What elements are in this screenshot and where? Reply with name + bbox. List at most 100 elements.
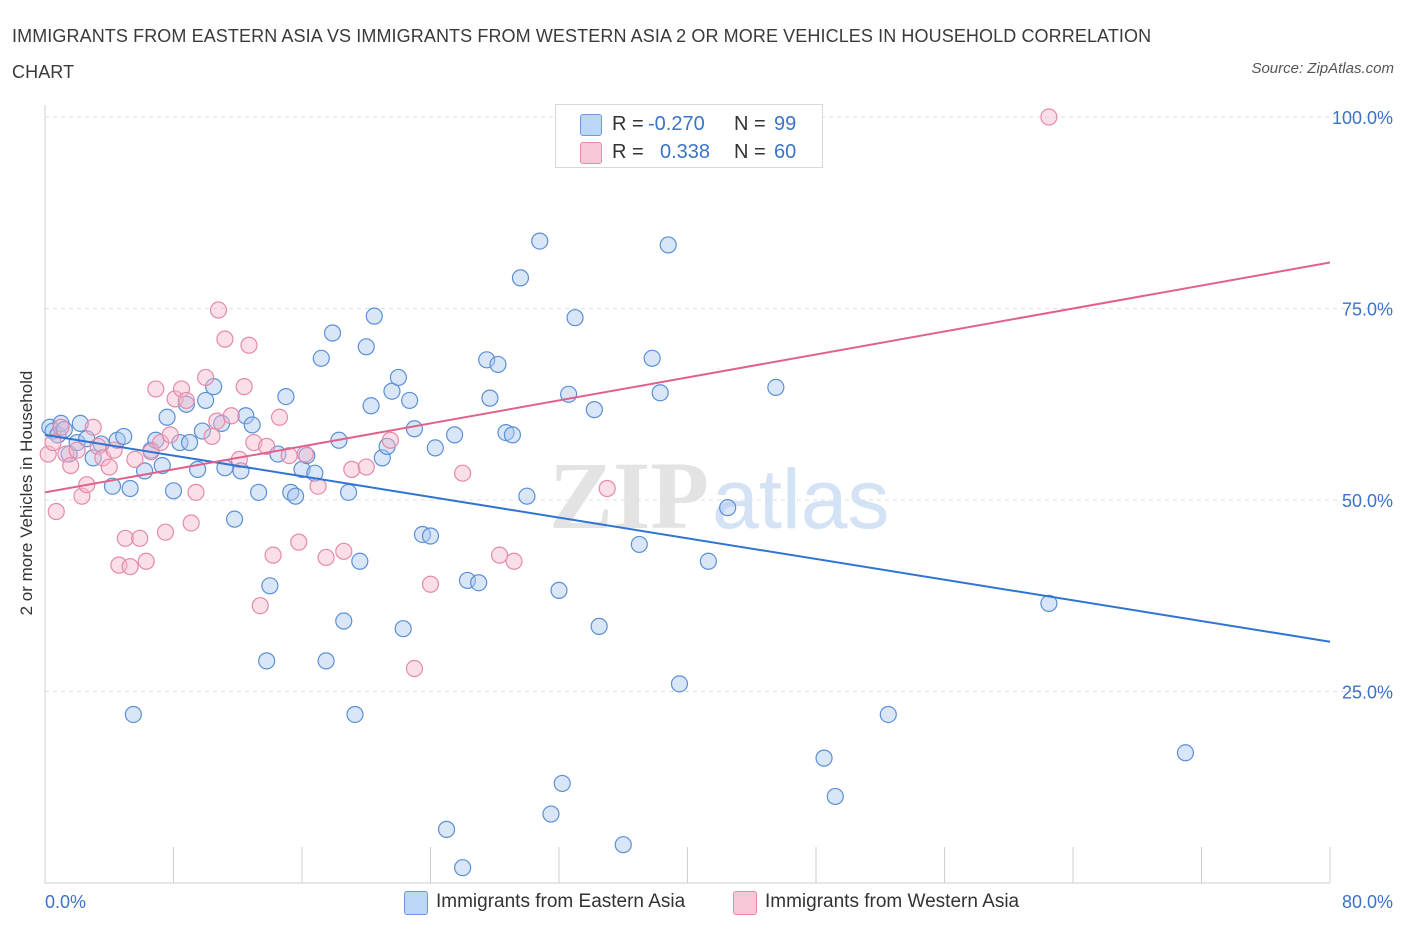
point-eastern-asia (153, 456, 171, 475)
x-tick-label: 80.0% (1342, 892, 1393, 912)
bottom-legend-swatch-pink (733, 891, 757, 915)
point-western-asia (209, 301, 228, 319)
point-eastern-asia (478, 351, 496, 369)
point-western-asia (251, 597, 269, 615)
point-western-asia (264, 546, 282, 564)
legend-n-value: 60 (774, 141, 797, 163)
point-western-asia (62, 456, 80, 475)
y-tick-label: 75.0% (1342, 300, 1393, 320)
point-eastern-asia (566, 309, 584, 327)
point-eastern-asia (815, 749, 833, 767)
point-eastern-asia (335, 612, 353, 630)
point-eastern-asia (826, 787, 844, 806)
point-western-asia (137, 552, 155, 570)
point-western-asia (52, 418, 70, 436)
point-eastern-asia (437, 820, 456, 838)
point-eastern-asia (383, 382, 401, 400)
legend-n-label: N = (734, 113, 766, 135)
trend-lines (44, 261, 1331, 643)
y-axis-label: 2 or more Vehicles in Household (17, 371, 36, 616)
point-eastern-asia (531, 232, 549, 250)
point-western-asia (598, 479, 616, 498)
point-western-asia (317, 548, 335, 567)
point-eastern-asia (339, 483, 358, 501)
point-western-asia (296, 445, 314, 463)
legend-r-label: R = (612, 113, 644, 135)
chart-title: IMMIGRANTS FROM EASTERN ASIA VS IMMIGRAN… (12, 26, 1152, 82)
point-eastern-asia (225, 510, 244, 528)
grid-lines (45, 116, 1392, 692)
point-western-asia (490, 546, 509, 564)
point-western-asia (505, 552, 523, 570)
bottom-legend-label: Immigrants from Eastern Asia (436, 891, 686, 912)
point-eastern-asia (237, 407, 255, 425)
point-western-asia (182, 514, 200, 532)
point-western-asia (454, 464, 472, 482)
point-eastern-asia (124, 705, 142, 724)
point-western-asia (208, 412, 226, 430)
point-western-asia (131, 529, 149, 547)
point-western-asia (235, 378, 253, 396)
point-eastern-asia (421, 527, 440, 545)
point-eastern-asia (699, 552, 717, 570)
point-eastern-asia (177, 395, 195, 413)
point-eastern-asia (394, 620, 412, 638)
legend-r-label: R = (612, 141, 644, 163)
legend-n-value: 99 (774, 113, 797, 135)
watermark-zip: ZIP (549, 442, 709, 549)
point-western-asia (290, 533, 308, 551)
point-eastern-asia (454, 859, 472, 877)
point-eastern-asia (481, 389, 499, 407)
point-western-asia (126, 450, 144, 469)
point-eastern-asia (445, 426, 464, 444)
trend-line-western-asia (44, 261, 1331, 494)
point-eastern-asia (197, 391, 215, 410)
point-eastern-asia (503, 426, 522, 444)
tick-labels: 25.0% 50.0% 75.0% 100.0% 0.0% 80.0% (45, 108, 1393, 912)
bottom-legend-swatch-blue (404, 891, 428, 915)
point-eastern-asia (651, 384, 669, 402)
point-eastern-asia (158, 408, 176, 426)
point-eastern-asia (518, 487, 536, 505)
point-western-asia (343, 460, 361, 478)
point-eastern-asia (277, 387, 295, 406)
point-western-asia (177, 391, 195, 410)
source-label: Source: ZipAtlas.com (1251, 60, 1394, 77)
point-western-asia (1040, 108, 1058, 126)
point-eastern-asia (426, 439, 444, 457)
point-western-asia (187, 483, 205, 501)
data-points (39, 108, 1195, 877)
point-eastern-asia (261, 577, 279, 595)
point-eastern-asia (258, 652, 276, 670)
point-eastern-asia (590, 617, 608, 635)
point-eastern-asia (362, 397, 380, 415)
stats-legend: R = -0.270 N = 99 R = 0.338 N = 60 (555, 104, 823, 168)
point-eastern-asia (323, 324, 342, 342)
x-tick-label: 0.0% (45, 892, 86, 912)
point-western-asia (116, 529, 134, 547)
point-eastern-asia (643, 349, 661, 367)
point-eastern-asia (405, 420, 424, 438)
point-eastern-asia (511, 269, 530, 287)
point-western-asia (47, 502, 65, 521)
legend-n-label: N = (734, 141, 766, 163)
point-eastern-asia (193, 422, 212, 440)
point-eastern-asia (670, 675, 689, 693)
point-eastern-asia (312, 349, 330, 367)
point-eastern-asia (630, 535, 648, 554)
legend-r-value: 0.338 (660, 141, 711, 163)
point-western-asia (84, 418, 102, 436)
point-eastern-asia (585, 401, 603, 419)
point-eastern-asia (1040, 594, 1058, 613)
point-eastern-asia (470, 574, 488, 592)
y-tick-label: 25.0% (1342, 683, 1393, 703)
point-eastern-asia (719, 499, 737, 517)
point-eastern-asia (286, 487, 305, 505)
point-eastern-asia (767, 378, 785, 396)
point-western-asia (405, 659, 424, 678)
point-western-asia (335, 542, 353, 560)
point-eastern-asia (659, 236, 677, 254)
point-eastern-asia (115, 427, 133, 446)
point-eastern-asia (389, 368, 407, 387)
point-western-asia (357, 458, 375, 476)
